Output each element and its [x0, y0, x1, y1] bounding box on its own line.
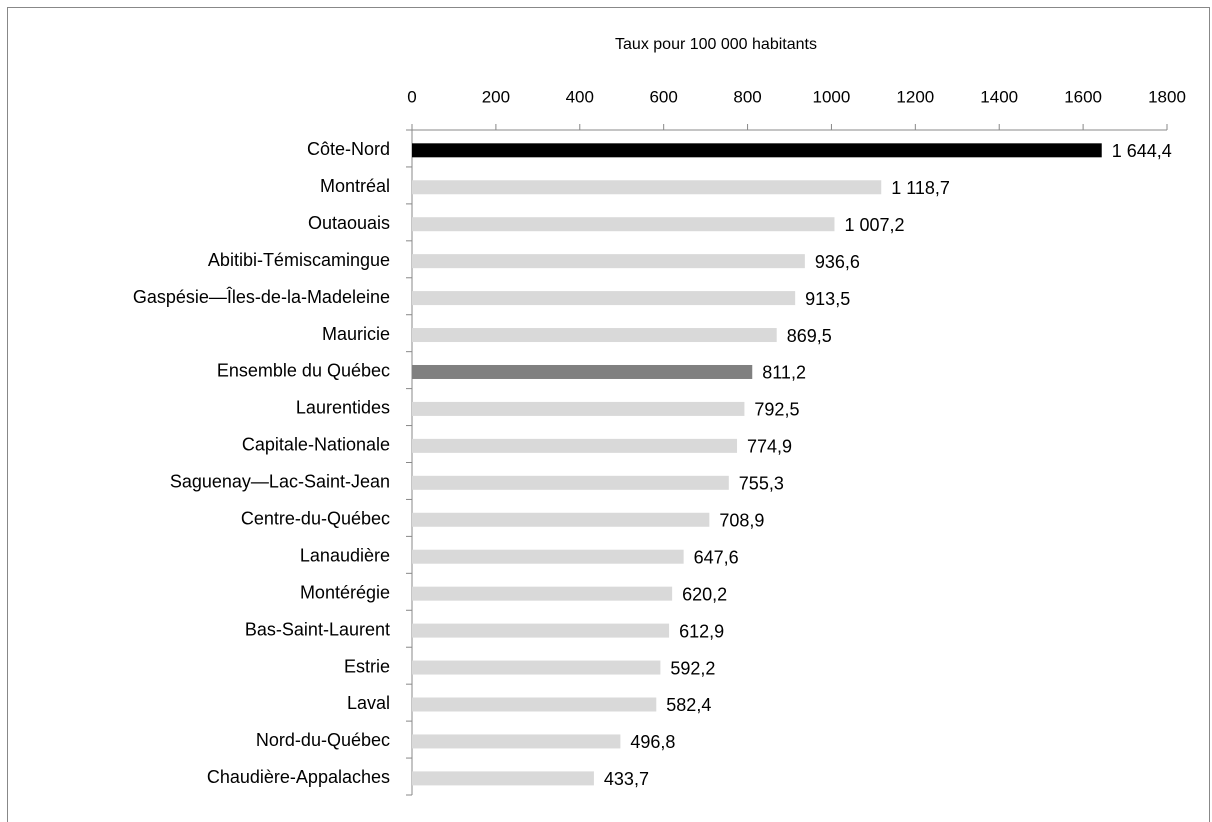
bar	[412, 143, 1102, 158]
value-label: 647,6	[694, 547, 739, 567]
bar	[412, 254, 805, 269]
value-label: 1 118,7	[891, 178, 950, 198]
bar	[412, 697, 657, 712]
category-label: Saguenay—Lac-Saint-Jean	[170, 472, 390, 492]
category-label: Lanaudière	[300, 545, 390, 565]
category-label: Gaspésie—Îles-de-la-Madeleine	[133, 287, 390, 307]
category-label: Montréal	[320, 176, 390, 196]
bar	[412, 401, 745, 416]
value-label: 755,3	[739, 474, 784, 494]
value-label: 582,4	[666, 695, 711, 715]
value-label: 496,8	[630, 732, 675, 752]
bar	[412, 180, 882, 195]
bar	[412, 586, 673, 601]
value-label: 708,9	[719, 511, 764, 531]
category-label: Ensemble du Québec	[217, 361, 390, 381]
x-tick-label: 0	[407, 87, 416, 106]
category-label: Centre-du-Québec	[241, 509, 390, 529]
category-label: Nord-du-Québec	[256, 730, 390, 750]
x-tick-label: 1000	[813, 87, 851, 106]
bar	[412, 328, 777, 343]
bar	[412, 512, 710, 527]
value-label: 811,2	[762, 363, 806, 383]
category-label: Capitale-Nationale	[242, 435, 390, 455]
x-tick-label: 400	[566, 87, 594, 106]
category-label: Abitibi-Témiscamingue	[208, 250, 390, 270]
bar	[412, 771, 594, 786]
category-label: Montérégie	[300, 582, 390, 602]
value-label: 869,5	[787, 326, 832, 346]
bar	[412, 734, 621, 749]
x-tick-label: 600	[649, 87, 677, 106]
value-label: 433,7	[604, 769, 649, 789]
value-label: 792,5	[754, 400, 799, 420]
x-tick-label: 1800	[1148, 87, 1186, 106]
value-label: 1 007,2	[844, 215, 904, 235]
category-label: Mauricie	[322, 324, 390, 344]
axis-title: Taux pour 100 000 habitants	[615, 36, 817, 53]
category-label: Bas-Saint-Laurent	[245, 619, 390, 639]
value-label: 774,9	[747, 437, 792, 457]
bar	[412, 438, 738, 453]
x-tick-label: 1600	[1064, 87, 1102, 106]
value-label: 592,2	[670, 658, 715, 678]
value-label: 1 644,4	[1112, 141, 1172, 161]
category-label: Chaudière-Appalaches	[207, 767, 390, 787]
x-tick-label: 1400	[980, 87, 1018, 106]
category-label: Laurentides	[296, 398, 390, 418]
bar	[412, 475, 729, 490]
bar	[412, 217, 835, 232]
value-label: 936,6	[815, 252, 860, 272]
value-label: 620,2	[682, 584, 727, 604]
bar	[412, 660, 661, 675]
value-label: 913,5	[805, 289, 850, 309]
bar	[412, 364, 753, 379]
bar	[412, 549, 684, 564]
bar	[412, 291, 796, 306]
x-tick-label: 200	[482, 87, 510, 106]
category-label: Côte-Nord	[307, 139, 390, 159]
bar	[412, 623, 670, 638]
value-label: 612,9	[679, 621, 724, 641]
category-label: Laval	[347, 693, 390, 713]
x-tick-label: 800	[733, 87, 761, 106]
frame	[7, 7, 1210, 822]
category-label: Estrie	[344, 656, 390, 676]
category-label: Outaouais	[308, 213, 390, 233]
x-tick-label: 1200	[896, 87, 934, 106]
